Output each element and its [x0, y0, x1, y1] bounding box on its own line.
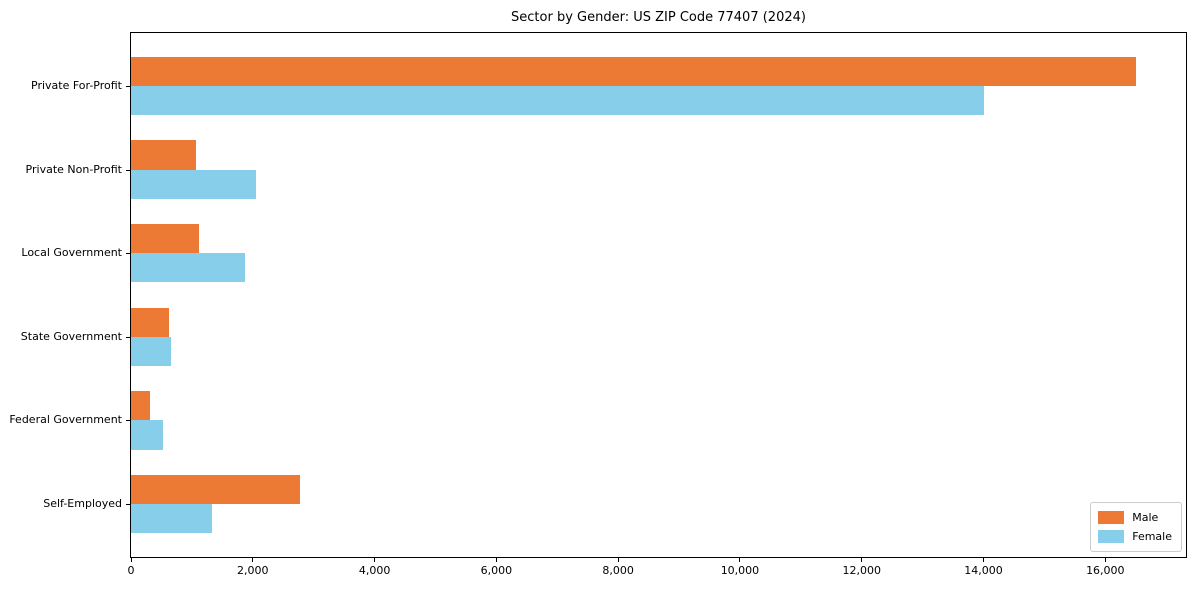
x-tick-mark-7 [983, 558, 985, 562]
y-tick-mark-3 [126, 336, 130, 338]
x-tick-label-5: 10,000 [720, 564, 760, 577]
x-tick-label-1: 2,000 [237, 564, 269, 577]
y-axis-tick-marks [126, 32, 130, 558]
legend-item-male: Male [1098, 508, 1172, 527]
bar-female-3 [131, 336, 172, 367]
y-tick-label-4: Federal Government [9, 413, 122, 427]
y-axis-labels: Private For-Profit Private Non-Profit Loca… [0, 32, 122, 558]
y-tick-label-1: Private Non-Profit [25, 162, 122, 176]
bar-female-5 [131, 503, 213, 534]
bar-male-3 [131, 307, 170, 337]
x-tick-label-2: 4,000 [358, 564, 391, 577]
legend-swatch-male [1098, 511, 1125, 524]
y-tick-label-3: State Government [20, 329, 122, 343]
x-tick-label-0: 0 [127, 564, 135, 577]
legend-label-male: Male [1132, 511, 1159, 524]
x-tick-mark-3 [495, 558, 497, 562]
y-tick-mark-1 [126, 169, 130, 171]
legend-label-female: Female [1132, 530, 1172, 543]
bar-female-2 [131, 253, 245, 283]
bar-female-1 [131, 169, 257, 199]
x-tick-mark-2 [374, 558, 376, 562]
bar-male-2 [131, 223, 199, 254]
plot-area: Male Female [130, 32, 1187, 558]
bar-male-5 [131, 474, 300, 504]
x-axis-labels: 0 2,000 4,000 6,000 8,000 10,000 12,000 14,000 1… [128, 564, 1187, 580]
y-tick-mark-2 [126, 253, 130, 255]
x-tick-label-8: 16,000 [1086, 564, 1125, 577]
chart-title: Sector by Gender: US ZIP Code 77407 (202… [511, 10, 806, 25]
y-tick-mark-4 [126, 420, 130, 422]
x-tick-mark-6 [861, 558, 863, 562]
y-tick-mark-5 [126, 503, 130, 505]
legend: Male Female [1090, 502, 1182, 552]
x-axis-tick-marks [130, 558, 1187, 562]
y-tick-label-2: Local Government [21, 246, 122, 260]
x-tick-label-6: 12,000 [842, 564, 881, 577]
x-tick-mark-1 [252, 558, 254, 562]
bar-female-4 [131, 420, 164, 450]
y-tick-mark-0 [126, 86, 130, 88]
bar-male-4 [131, 391, 150, 421]
x-tick-label-7: 14,000 [964, 564, 1003, 577]
x-tick-label-4: 8,000 [602, 564, 634, 577]
bar-male-1 [131, 140, 197, 170]
legend-swatch-female [1098, 530, 1125, 543]
x-tick-mark-5 [739, 558, 741, 562]
x-tick-mark-0 [130, 558, 132, 562]
bar-female-0 [131, 86, 984, 116]
y-tick-label-5: Self-Employed [43, 496, 122, 510]
x-tick-mark-8 [1104, 558, 1106, 562]
y-tick-label-0: Private For-Profit [31, 79, 122, 93]
legend-item-female: Female [1098, 527, 1172, 546]
x-tick-label-3: 6,000 [480, 564, 513, 577]
bar-male-0 [131, 56, 1136, 87]
x-tick-mark-4 [617, 558, 619, 562]
